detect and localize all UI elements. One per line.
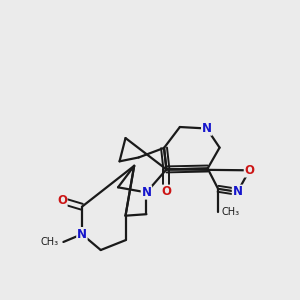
- Text: CH₃: CH₃: [41, 237, 59, 247]
- Text: N: N: [77, 228, 87, 241]
- Text: N: N: [202, 122, 212, 135]
- Text: O: O: [161, 185, 171, 198]
- Text: CH₃: CH₃: [222, 207, 240, 217]
- Text: O: O: [57, 194, 67, 207]
- Text: O: O: [244, 164, 254, 177]
- Text: N: N: [141, 186, 152, 199]
- Text: N: N: [232, 185, 242, 198]
